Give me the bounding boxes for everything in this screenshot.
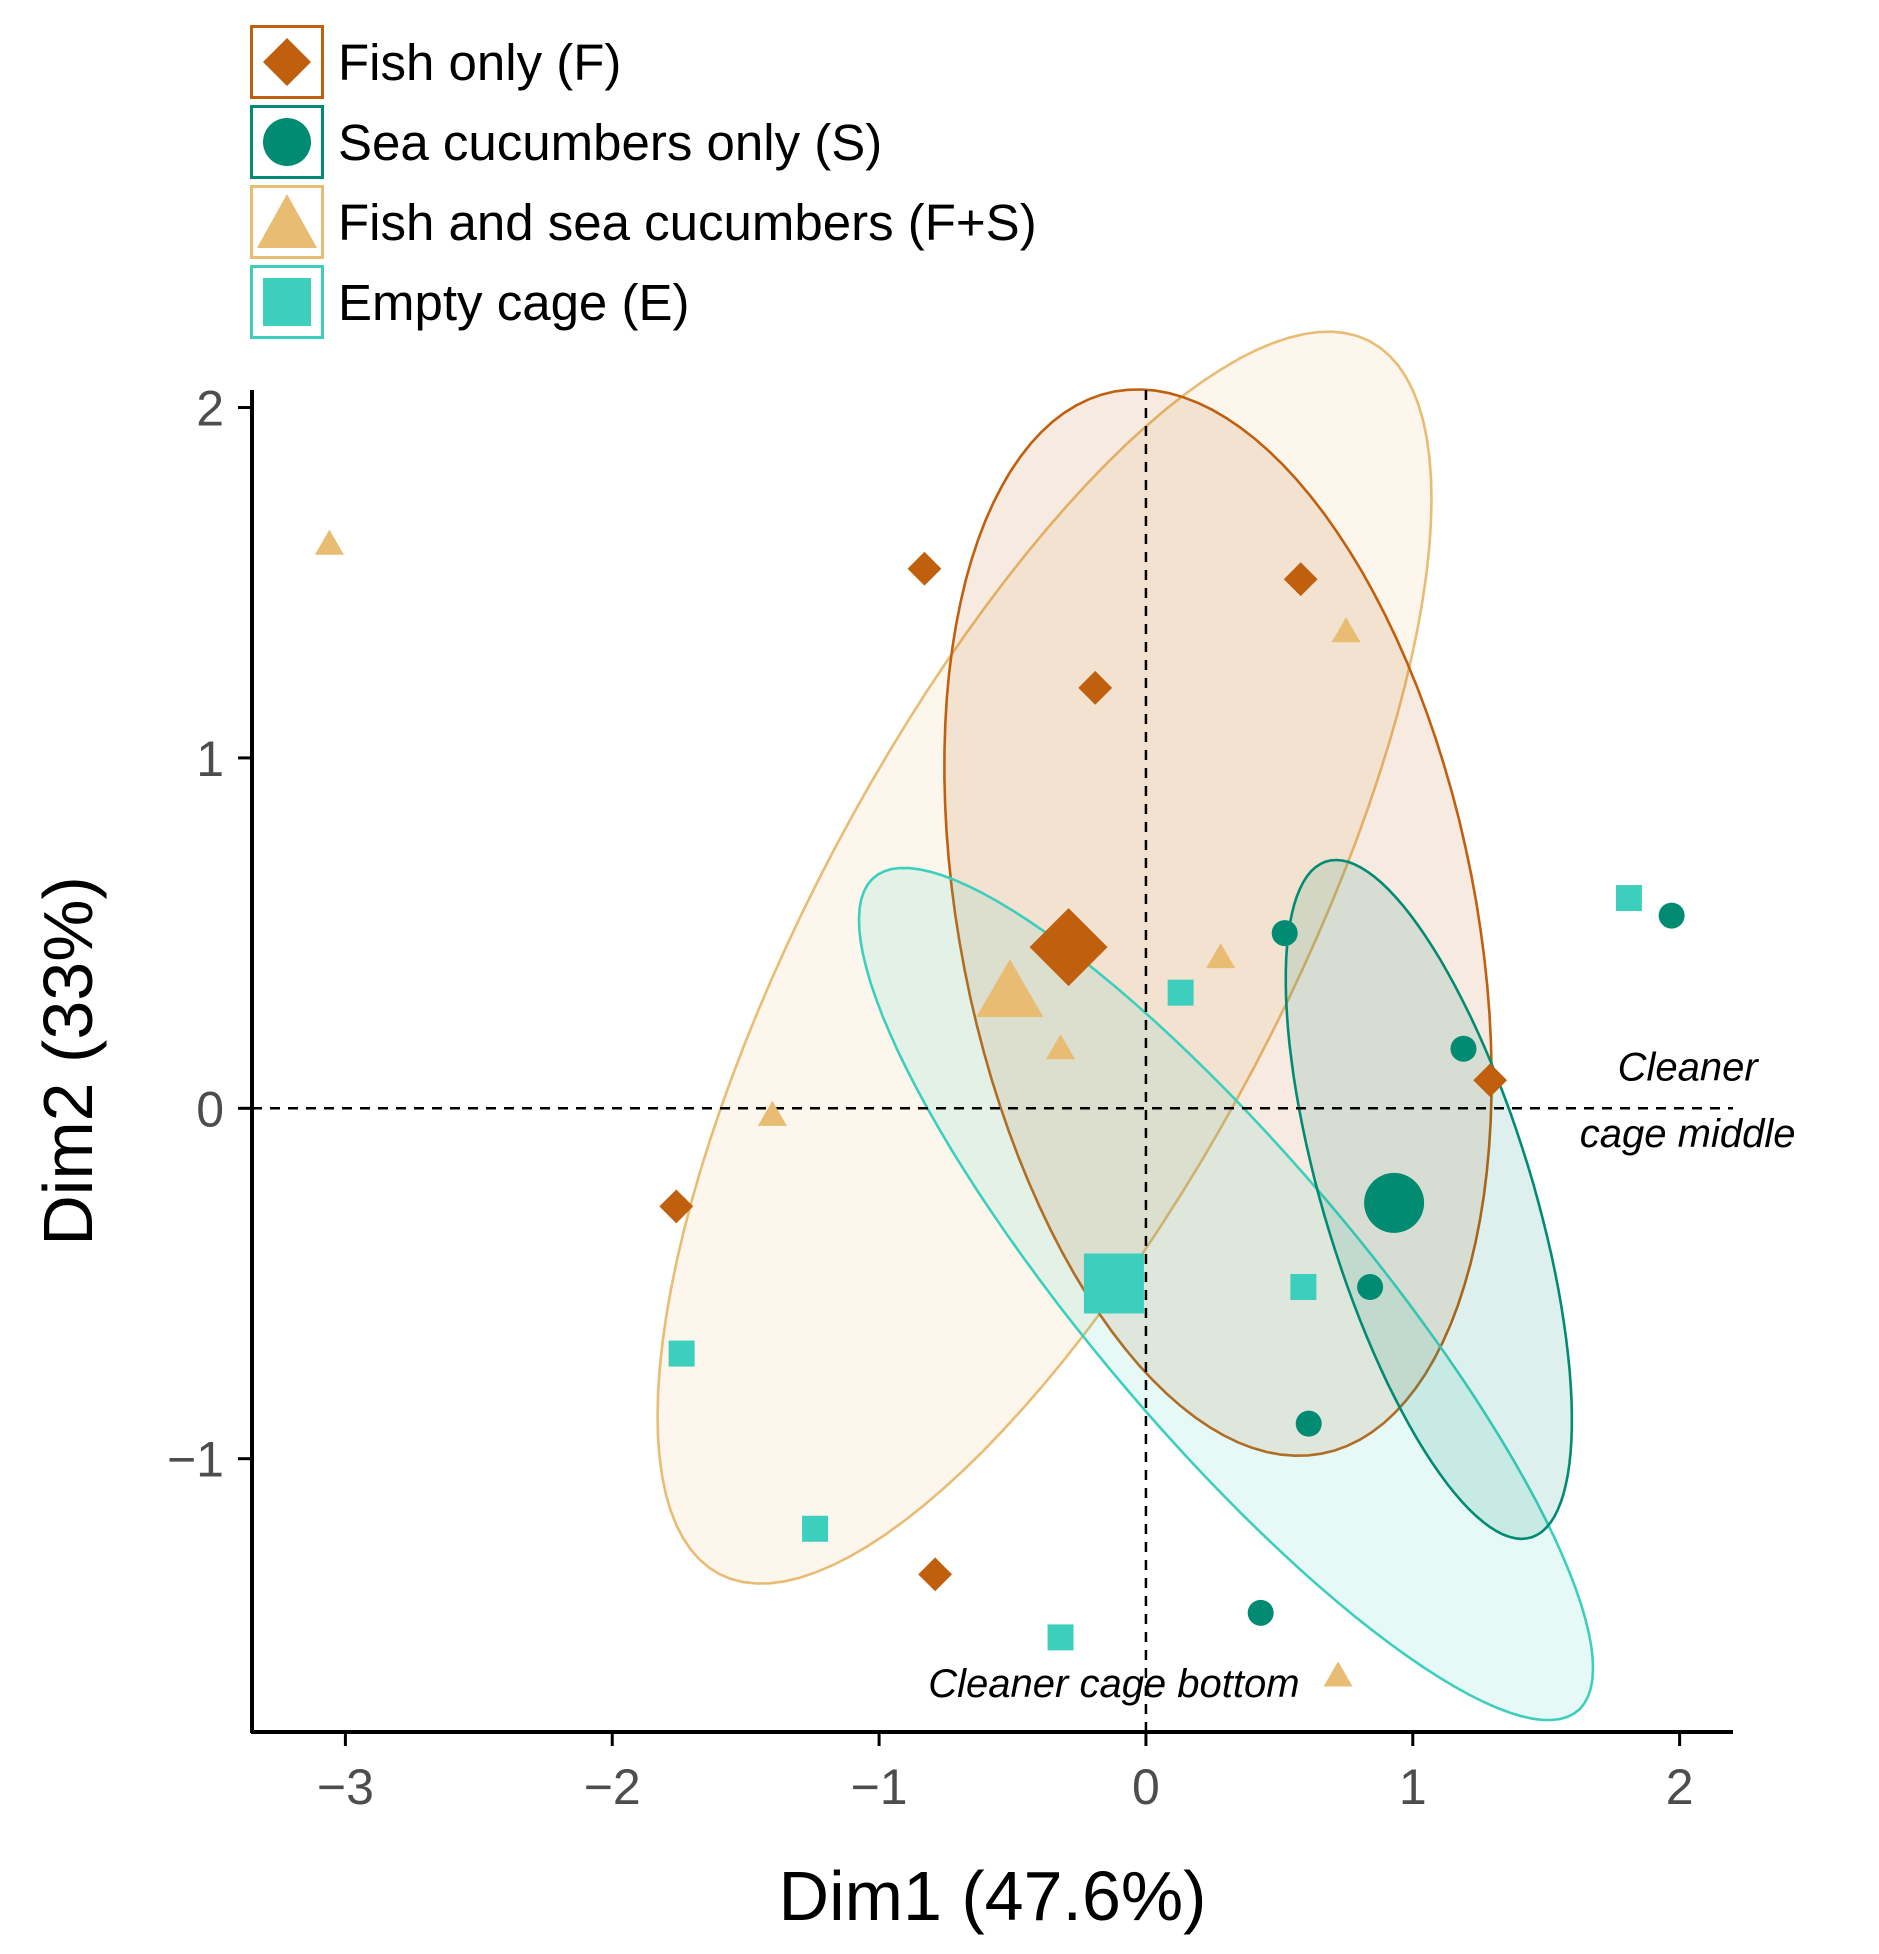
centroid-e <box>1083 1253 1144 1314</box>
square-icon <box>263 278 311 326</box>
legend-key-empty-cage <box>250 265 324 339</box>
legend-key-fish-only <box>250 25 324 99</box>
x-axis-title: Dim1 (47.6%) <box>779 1857 1207 1935</box>
diamond-icon <box>263 38 311 86</box>
legend-label-empty-cage: Empty cage (E) <box>338 273 690 331</box>
point-f-2 <box>1283 562 1318 597</box>
point-f-3 <box>1078 670 1113 705</box>
axes: −3 −2 −1 0 1 2 −1 0 1 2 Dim1 (47.6%) Dim2 (33%) <box>29 381 1733 1935</box>
point-fs-4 <box>1046 1034 1076 1060</box>
legend-item-sea-cucumbers-only[interactable]: Sea cucumbers only (S) <box>250 102 1037 182</box>
legend-item-empty-cage[interactable]: Empty cage (E) <box>250 262 1037 342</box>
point-s-2 <box>1658 902 1685 929</box>
point-f-6 <box>918 1557 953 1592</box>
point-e-6 <box>1047 1624 1074 1651</box>
y-tick-label: 1 <box>196 731 224 787</box>
centroid-fs <box>976 959 1044 1017</box>
point-f-5 <box>659 1189 694 1224</box>
legend-label-fish-and-sea-cucumbers: Fish and sea cucumbers (F+S) <box>338 193 1037 251</box>
x-tick-label: 2 <box>1666 1759 1694 1815</box>
ellipse-s <box>1284 858 1574 1541</box>
x-tick-label: −3 <box>317 1759 374 1815</box>
point-s-3 <box>1450 1035 1477 1062</box>
legend-label-fish-only: Fish only (F) <box>338 33 622 91</box>
annotation-middle-2: cage middle <box>1580 1112 1796 1156</box>
point-e-2 <box>1167 979 1194 1006</box>
legend-key-sea-cucumbers-only <box>250 105 324 179</box>
point-fs-5 <box>757 1100 787 1126</box>
y-tick-label: −1 <box>167 1432 224 1488</box>
centroid-f <box>1029 908 1108 987</box>
point-fs-2 <box>1331 617 1361 643</box>
point-fs-3 <box>1206 943 1236 969</box>
ellipse-f <box>943 388 1493 1458</box>
centroid-s <box>1364 1172 1425 1233</box>
x-tick-label: 0 <box>1132 1759 1160 1815</box>
point-e-3 <box>1290 1274 1317 1301</box>
legend: Fish only (F) Sea cucumbers only (S) Fis… <box>250 22 1037 342</box>
confidence-ellipses <box>656 330 1595 1722</box>
data-points <box>314 529 1685 1687</box>
point-e-5 <box>802 1515 829 1542</box>
legend-label-sea-cucumbers-only: Sea cucumbers only (S) <box>338 113 883 171</box>
x-tick-label: 1 <box>1399 1759 1427 1815</box>
x-tick-label: −2 <box>584 1759 641 1815</box>
point-s-4 <box>1357 1274 1384 1301</box>
x-tick-label: −1 <box>851 1759 908 1815</box>
point-f-4 <box>1473 1063 1508 1098</box>
annotations: Cleaner cage middle Cleaner cage bottom <box>928 1045 1795 1706</box>
legend-item-fish-only[interactable]: Fish only (F) <box>250 22 1037 102</box>
point-e-4 <box>668 1340 695 1367</box>
point-s-1 <box>1271 920 1298 947</box>
legend-item-fish-and-sea-cucumbers[interactable]: Fish and sea cucumbers (F+S) <box>250 182 1037 262</box>
point-fs-1 <box>314 529 344 555</box>
annotation-bottom: Cleaner cage bottom <box>928 1662 1299 1706</box>
point-fs-6 <box>1323 1661 1353 1687</box>
y-axis-title: Dim2 (33%) <box>29 876 107 1246</box>
legend-key-fish-and-sea-cucumbers <box>250 185 324 259</box>
triangle-icon <box>257 194 317 248</box>
annotation-middle-1: Cleaner <box>1618 1045 1760 1089</box>
y-tick-label: 2 <box>196 381 224 437</box>
point-e-1 <box>1615 885 1642 912</box>
ellipse-e <box>857 866 1595 1722</box>
reference-lines <box>252 390 1733 1732</box>
point-s-6 <box>1247 1599 1274 1626</box>
point-s-5 <box>1295 1410 1322 1437</box>
point-f-1 <box>907 551 942 586</box>
y-tick-label: 0 <box>196 1081 224 1137</box>
circle-icon <box>263 118 311 166</box>
